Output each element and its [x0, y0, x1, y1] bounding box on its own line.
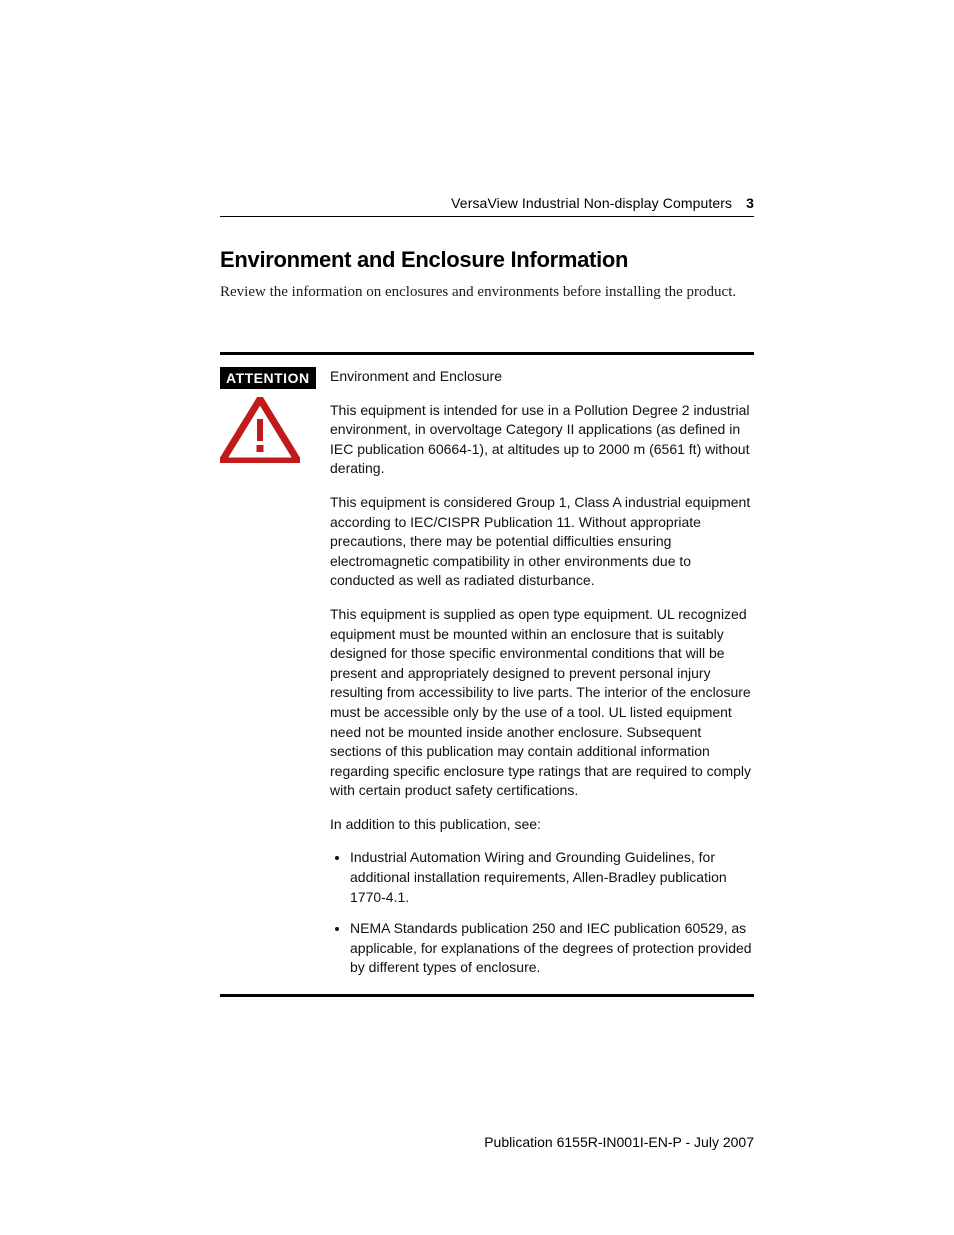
running-title: VersaView Industrial Non-display Compute…: [451, 195, 732, 211]
attention-bullet-list: Industrial Automation Wiring and Groundi…: [330, 848, 754, 978]
attention-paragraph-2: This equipment is considered Group 1, Cl…: [330, 493, 754, 591]
attention-body: Environment and Enclosure This equipment…: [320, 367, 754, 978]
section-heading: Environment and Enclosure Information: [220, 247, 628, 273]
attention-paragraph-3: This equipment is supplied as open type …: [330, 605, 754, 801]
header-rule: [220, 216, 754, 217]
attention-paragraph-4: In addition to this publication, see:: [330, 815, 754, 835]
attention-inner: ATTENTION Environment and Enclosure This…: [220, 367, 754, 978]
attention-paragraph-1: This equipment is intended for use in a …: [330, 401, 754, 479]
intro-paragraph: Review the information on enclosures and…: [220, 282, 754, 302]
running-header: VersaView Industrial Non-display Compute…: [220, 195, 754, 211]
list-item: NEMA Standards publication 250 and IEC p…: [350, 919, 754, 978]
attention-subtitle: Environment and Enclosure: [330, 367, 754, 387]
list-item: Industrial Automation Wiring and Groundi…: [350, 848, 754, 907]
footer-publication: Publication 6155R-IN001I-EN-P - July 200…: [220, 1134, 754, 1150]
attention-label: ATTENTION: [220, 367, 316, 389]
document-page: VersaView Industrial Non-display Compute…: [0, 0, 954, 1235]
page-number: 3: [736, 195, 754, 211]
attention-block: ATTENTION Environment and Enclosure This…: [220, 352, 754, 997]
warning-triangle-icon: [220, 397, 300, 468]
attention-left-col: ATTENTION: [220, 367, 320, 468]
